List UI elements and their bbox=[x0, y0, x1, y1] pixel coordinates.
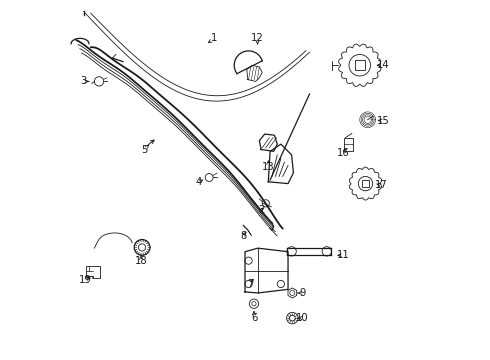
Text: 12: 12 bbox=[251, 33, 264, 43]
Text: 1: 1 bbox=[211, 33, 218, 43]
Text: 3: 3 bbox=[80, 76, 87, 86]
Text: 7: 7 bbox=[247, 279, 253, 289]
Text: 9: 9 bbox=[299, 288, 306, 298]
Text: 19: 19 bbox=[79, 275, 92, 285]
Text: 8: 8 bbox=[240, 231, 246, 240]
Text: 10: 10 bbox=[296, 313, 309, 323]
Text: 14: 14 bbox=[377, 60, 390, 70]
Text: 18: 18 bbox=[135, 256, 147, 266]
Text: 15: 15 bbox=[377, 116, 390, 126]
Text: 2: 2 bbox=[258, 206, 264, 216]
Text: 17: 17 bbox=[375, 180, 388, 190]
Text: 5: 5 bbox=[142, 144, 148, 154]
Text: 11: 11 bbox=[337, 250, 350, 260]
Text: 6: 6 bbox=[251, 313, 257, 323]
Text: 13: 13 bbox=[262, 162, 274, 172]
Text: 16: 16 bbox=[337, 148, 350, 158]
Text: 4: 4 bbox=[195, 177, 201, 187]
